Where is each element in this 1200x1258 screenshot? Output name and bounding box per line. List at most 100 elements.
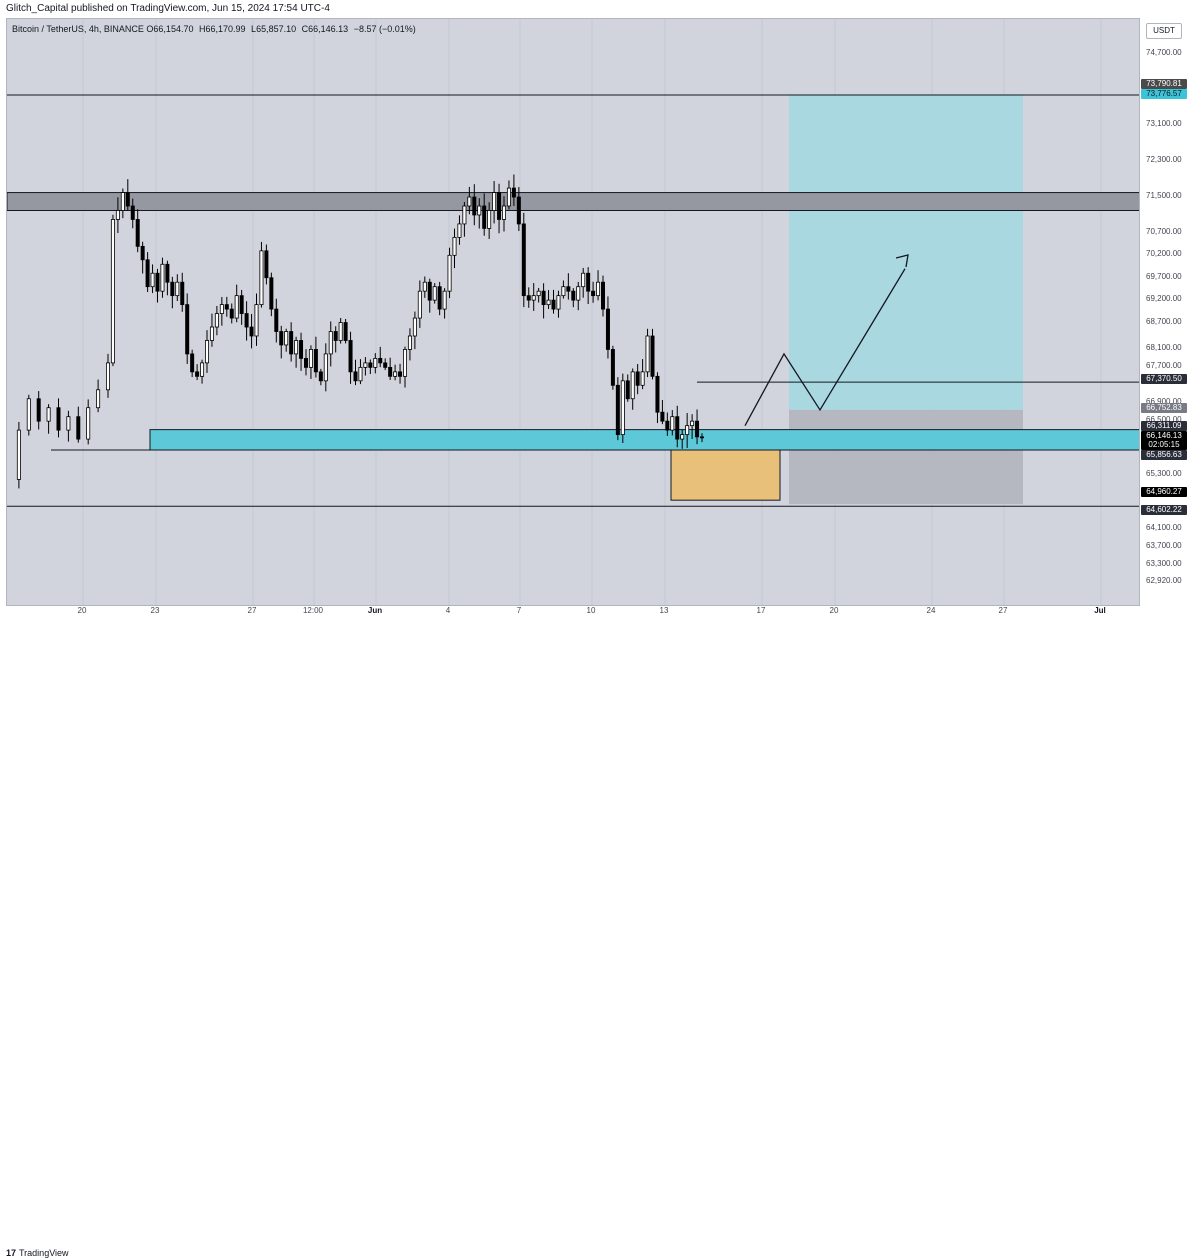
candle-body (333, 331, 338, 341)
candle-body (581, 272, 586, 288)
candle-body (472, 196, 477, 216)
candle-body (452, 236, 457, 256)
close-label: C (301, 24, 309, 34)
candle-body (675, 416, 680, 440)
high-value: 66,170.99 (205, 24, 246, 34)
candle-body (338, 322, 343, 341)
candle-body (328, 331, 333, 355)
candle-body (521, 223, 526, 297)
time-tick-label: 24 (926, 606, 936, 615)
candle-body (323, 353, 328, 382)
price-tick-label: 69,700.00 (1146, 271, 1182, 281)
candle-body (556, 295, 561, 310)
candle-body (407, 335, 412, 350)
candle-body (303, 358, 308, 368)
price-axis[interactable] (1141, 18, 1200, 606)
candle-body (645, 335, 650, 373)
price-tag: 73,790.81 (1141, 79, 1187, 89)
price-tick-label: 71,500.00 (1146, 191, 1182, 201)
candle-body (373, 358, 378, 368)
candle-body (610, 349, 615, 386)
change-value: −8.57 (−0.01%) (353, 24, 416, 34)
candle-body (135, 219, 140, 247)
currency-button[interactable]: USDT (1146, 23, 1182, 39)
candle-body (660, 411, 665, 422)
candle-body (368, 362, 373, 368)
candle-body (175, 281, 180, 297)
candle-body (605, 308, 610, 350)
candle-body (497, 192, 502, 220)
candle-body (274, 308, 279, 332)
price-tick-label: 68,100.00 (1146, 343, 1182, 353)
candle-body (462, 205, 467, 225)
high-label: H (198, 24, 206, 34)
candle-body (482, 205, 487, 229)
publisher-bar: Glitch_Capital published on TradingView.… (0, 0, 1200, 18)
candle-body (234, 295, 239, 319)
candle-body (591, 290, 596, 297)
candle-body (378, 358, 383, 364)
tradingview-brand: TradingView (19, 1248, 69, 1258)
price-tag: 73,776.57 (1141, 89, 1187, 99)
candle-body (665, 420, 670, 431)
candle-body (140, 245, 145, 261)
candle-body (566, 286, 571, 292)
candle-body (299, 340, 304, 359)
candle-body (294, 340, 299, 355)
candle-body (190, 353, 195, 373)
candle-body (615, 384, 620, 436)
candle-body (106, 362, 111, 391)
candle-body (155, 272, 160, 292)
price-tick-label: 70,700.00 (1146, 226, 1182, 236)
candle-body (348, 340, 353, 373)
candle-body (695, 420, 700, 438)
chart-plot-area[interactable] (6, 18, 1140, 606)
candle-body (561, 286, 566, 297)
candle-body (125, 192, 130, 207)
time-tick-label: Jun (367, 606, 383, 615)
candle-body (576, 286, 581, 301)
candle-body (388, 366, 393, 377)
candle-body (343, 322, 348, 341)
low-value: 65,857.10 (256, 24, 297, 34)
candle-body (170, 281, 175, 297)
long-stop-zone (789, 409, 1023, 505)
time-axis[interactable] (6, 606, 1140, 622)
candle-body (180, 281, 185, 306)
candle-body (249, 326, 254, 337)
candle-body (264, 250, 269, 279)
candle-body (620, 380, 625, 436)
time-tick-label: 27 (247, 606, 257, 615)
candle-body (145, 259, 150, 288)
footer: 17 TradingView (0, 622, 1200, 1258)
time-tick-label: 12:00 (302, 606, 324, 615)
candle-body (150, 272, 155, 288)
price-tag: 64,602.22 (1141, 505, 1187, 515)
price-tick-label: 69,200.00 (1146, 294, 1182, 304)
candle-body (363, 362, 368, 368)
price-chart[interactable] (7, 19, 1140, 606)
tradingview-logo: 17 TradingView (6, 1248, 69, 1258)
candle-body (511, 187, 516, 198)
candle-body (165, 263, 170, 283)
candle-body (650, 335, 655, 377)
candle-body (447, 254, 452, 292)
price-tick-label: 73,100.00 (1146, 119, 1182, 129)
candle-body (546, 299, 551, 306)
candle-body (467, 196, 472, 207)
candle-body (110, 219, 115, 364)
candle-body (398, 371, 403, 377)
price-tick-label: 63,700.00 (1146, 540, 1182, 550)
candle-body (531, 295, 536, 301)
candle-body (16, 429, 21, 480)
candle-body (402, 349, 407, 377)
time-tick-label: 7 (516, 606, 522, 615)
candle-body (442, 290, 447, 310)
candle-body (353, 371, 358, 382)
candle-body (685, 425, 690, 436)
open-label: O (146, 24, 154, 34)
candle-body (96, 389, 101, 409)
candle-body (670, 416, 675, 431)
candle-body (66, 416, 71, 431)
price-tick-label: 68,700.00 (1146, 316, 1182, 326)
